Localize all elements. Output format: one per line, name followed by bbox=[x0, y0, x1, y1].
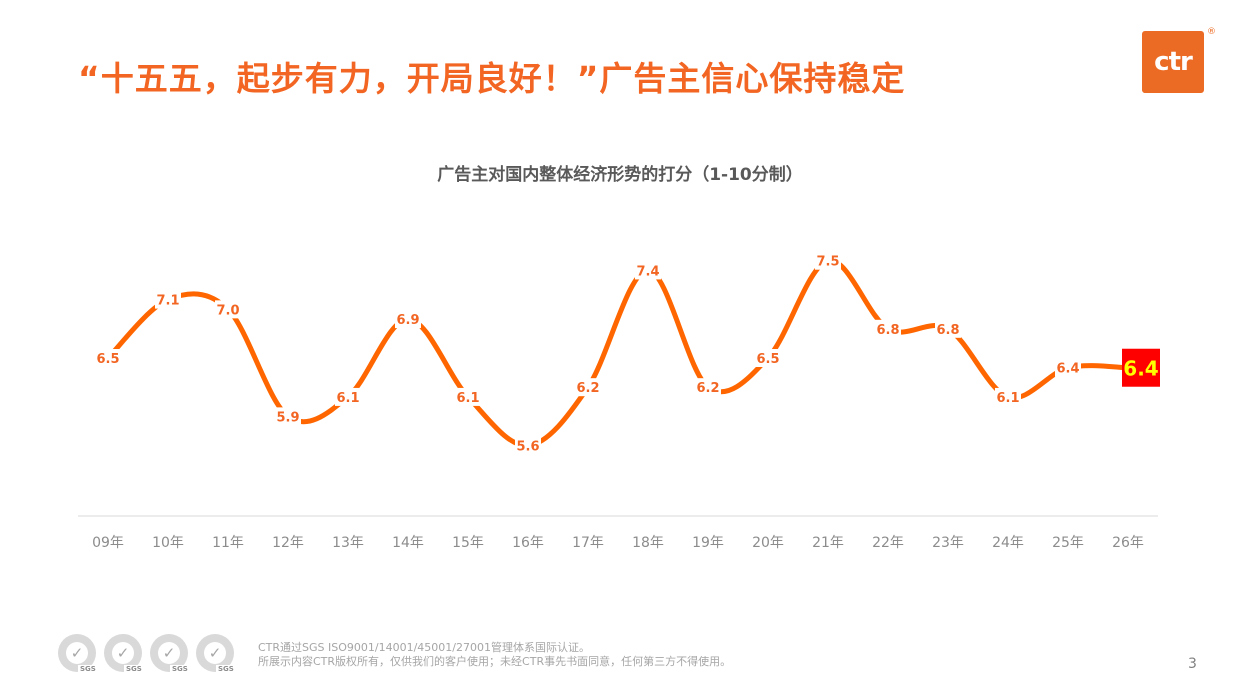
highlight-label-box bbox=[1122, 348, 1160, 387]
certification-badges: ✓ SGS ✓ SGS ✓ SGS ✓ SGS bbox=[58, 634, 236, 673]
sgs-badge-icon: ✓ SGS bbox=[104, 634, 144, 673]
x-tick-label: 09年 bbox=[92, 535, 124, 551]
copyright-statement: 所展示内容CTR版权所有，仅供我们的客户使用；未经CTR事先书面同意，任何第三方… bbox=[258, 655, 732, 668]
x-tick-label: 17年 bbox=[572, 535, 604, 551]
data-label: 7.5 bbox=[816, 255, 839, 270]
x-tick-label: 11年 bbox=[212, 535, 244, 551]
data-label-bg bbox=[455, 387, 481, 406]
data-label-bg bbox=[395, 310, 421, 329]
data-label: 6.2 bbox=[576, 381, 599, 396]
data-label: 5.6 bbox=[516, 440, 539, 455]
data-label-bg bbox=[215, 300, 241, 319]
page-number: 3 bbox=[1188, 656, 1197, 672]
data-label-bg bbox=[875, 319, 901, 338]
data-label-bg bbox=[95, 349, 121, 367]
x-tick-label: 15年 bbox=[452, 535, 484, 551]
x-tick-label: 19年 bbox=[692, 535, 724, 551]
data-label-bg bbox=[275, 407, 301, 426]
data-label: 7.4 bbox=[636, 264, 659, 279]
data-label-bg bbox=[515, 436, 541, 455]
data-label-bg bbox=[695, 378, 721, 397]
series-line bbox=[105, 258, 1131, 449]
ctr-logo: ctr bbox=[1142, 31, 1204, 93]
x-tick-label: 26年 bbox=[1112, 535, 1144, 551]
x-tick-label: 14年 bbox=[392, 535, 424, 551]
x-tick-label: 23年 bbox=[932, 535, 964, 551]
data-label: 6.2 bbox=[696, 381, 719, 396]
data-label: 6.8 bbox=[876, 323, 899, 338]
x-tick-label: 20年 bbox=[752, 535, 784, 551]
page-headline: “十五五，起步有力，开局良好！”广告主信心保持稳定 bbox=[78, 59, 906, 98]
registered-mark: ® bbox=[1207, 27, 1216, 37]
data-label-bg bbox=[935, 319, 961, 338]
data-label: 7.0 bbox=[216, 303, 239, 318]
data-label: 6.9 bbox=[396, 313, 419, 328]
sgs-badge-icon: ✓ SGS bbox=[58, 634, 98, 673]
data-label: 6.1 bbox=[336, 391, 359, 406]
highlight-data-label: 6.4 bbox=[1123, 357, 1158, 381]
x-tick-label: 10年 bbox=[152, 535, 184, 551]
x-tick-label: 18年 bbox=[632, 535, 664, 551]
sgs-badge-icon: ✓ SGS bbox=[150, 634, 190, 673]
chart-title: 广告主对国内整体经济形势的打分（1-10分制） bbox=[437, 165, 803, 185]
data-label-bg bbox=[335, 387, 361, 406]
data-label-bg bbox=[995, 387, 1021, 406]
x-tick-label: 12年 bbox=[272, 535, 304, 551]
data-label: 6.1 bbox=[996, 391, 1019, 406]
data-label-bg bbox=[755, 349, 781, 367]
data-label-bg bbox=[575, 378, 601, 397]
data-label: 6.5 bbox=[756, 352, 779, 367]
data-label: 6.1 bbox=[456, 391, 479, 406]
data-label-bg bbox=[155, 290, 181, 309]
footer-disclaimer: CTR通过SGS ISO9001/14001/45001/27001管理体系国际… bbox=[258, 641, 731, 669]
x-tick-label: 13年 bbox=[332, 535, 364, 551]
x-tick-label: 22年 bbox=[872, 535, 904, 551]
data-label-bg bbox=[1055, 358, 1081, 377]
data-label: 6.8 bbox=[936, 323, 959, 338]
x-tick-label: 21年 bbox=[812, 535, 844, 551]
data-label: 6.5 bbox=[96, 352, 119, 367]
data-label: 7.1 bbox=[156, 294, 179, 309]
cert-statement: CTR通过SGS ISO9001/14001/45001/27001管理体系国际… bbox=[258, 641, 591, 654]
x-tick-label: 24年 bbox=[992, 535, 1024, 551]
x-tick-label: 25年 bbox=[1052, 535, 1084, 551]
data-label: 6.4 bbox=[1056, 362, 1079, 377]
sgs-badge-icon: ✓ SGS bbox=[196, 634, 236, 673]
data-label-bg bbox=[635, 261, 661, 280]
x-tick-label: 16年 bbox=[512, 535, 544, 551]
line-chart: 6.5 7.1 7.0 5.9 6.1 6.9 6.1 5.6 6.2 7.4 6.2 6.5 7.5 6… bbox=[78, 251, 1160, 551]
data-label: 5.9 bbox=[276, 410, 299, 425]
data-label-bg bbox=[815, 251, 841, 270]
